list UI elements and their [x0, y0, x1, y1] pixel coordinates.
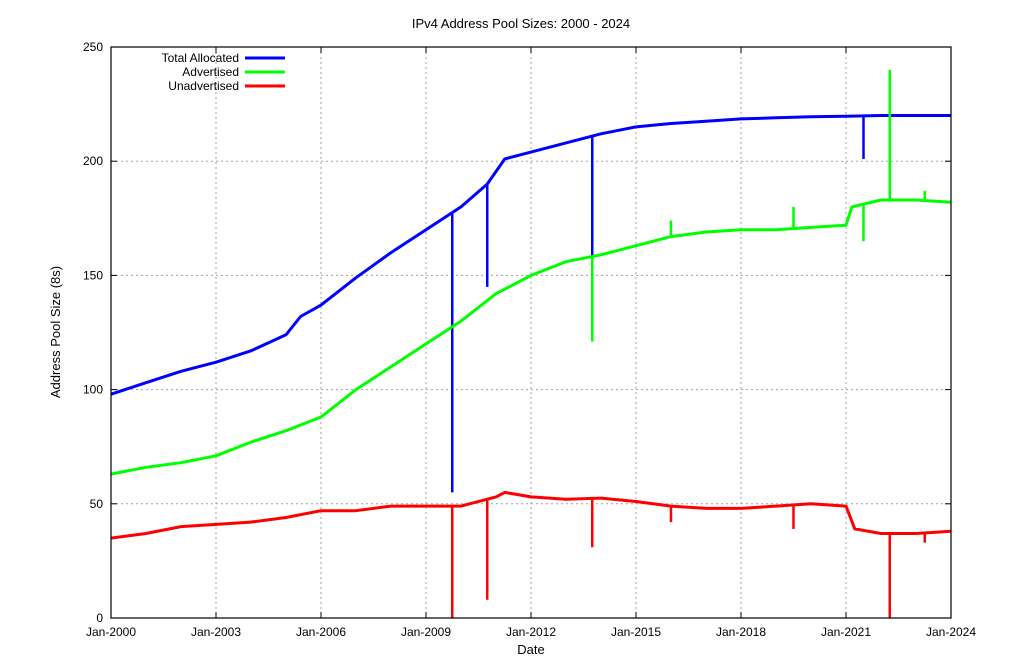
- y-tick-label: 100: [83, 383, 103, 397]
- x-tick-label: Jan-2003: [191, 625, 241, 639]
- y-tick-label: 0: [96, 611, 103, 625]
- x-tick-label: Jan-2021: [821, 625, 871, 639]
- series-line-total-allocated: [110, 114, 951, 396]
- tick-layer: 0 50 100 150 200 250 Jan-2000 Jan-2003 Jan-2006 J…: [83, 40, 976, 639]
- y-tick-label: 150: [83, 268, 103, 282]
- legend-label: Advertised: [182, 65, 239, 79]
- series-layer: [110, 69, 952, 618]
- x-tick-label: Jan-2006: [296, 625, 346, 639]
- x-axis-label: Date: [517, 642, 544, 657]
- legend-label: Total Allocated: [162, 51, 239, 65]
- x-tick-label: Jan-2015: [611, 625, 661, 639]
- series-line-advertised: [110, 198, 952, 476]
- y-tick-label: 200: [83, 154, 103, 168]
- grid-layer: [111, 47, 951, 618]
- legend-label: Unadvertised: [168, 79, 239, 93]
- y-tick-label: 250: [83, 40, 103, 54]
- x-tick-label: Jan-2012: [506, 625, 556, 639]
- x-tick-label: Jan-2018: [716, 625, 766, 639]
- chart-title: IPv4 Address Pool Sizes: 2000 - 2024: [412, 16, 630, 31]
- series-line-unadvertised: [110, 490, 952, 540]
- x-tick-label: Jan-2000: [86, 625, 136, 639]
- y-axis-label: Address Pool Size (8s): [48, 266, 63, 398]
- x-tick-label: Jan-2009: [401, 625, 451, 639]
- x-tick-label: Jan-2024: [926, 625, 976, 639]
- y-tick-label: 50: [90, 497, 104, 511]
